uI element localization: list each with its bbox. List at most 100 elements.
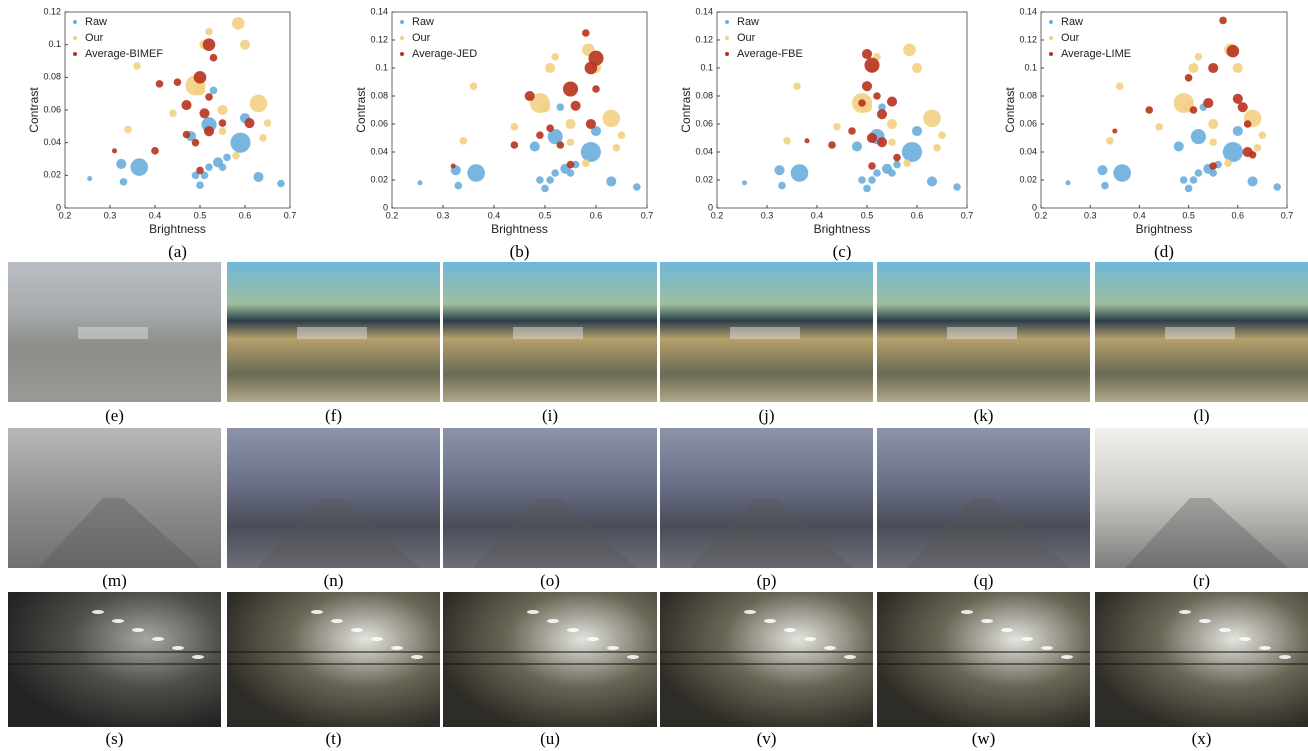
y-tick-label: 0.02 (1019, 174, 1037, 184)
y-tick-label: 0.04 (695, 146, 713, 156)
panel-caption: (c) (833, 242, 852, 261)
street-light (411, 655, 423, 659)
y-axis-label: Contrast (679, 87, 693, 133)
bubble (791, 164, 809, 182)
x-tick-label: 0.3 (104, 210, 117, 220)
y-tick-label: 0.04 (1019, 146, 1037, 156)
bubble (151, 147, 159, 155)
bubble (1066, 180, 1071, 185)
bubble (203, 38, 216, 51)
y-tick-label: 0.06 (695, 118, 713, 128)
bubble (863, 185, 871, 193)
bubble (742, 180, 747, 185)
x-tick-label: 0.4 (488, 210, 501, 220)
bubble (1273, 183, 1281, 191)
bubble (858, 176, 866, 184)
x-tick-label: 0.5 (194, 210, 207, 220)
buildings (730, 327, 800, 339)
y-tick-label: 0 (56, 202, 61, 212)
bubble (1191, 129, 1206, 144)
bubble (277, 180, 285, 188)
bubble (567, 138, 575, 146)
bubble (1195, 53, 1203, 61)
bubble (551, 53, 559, 61)
bubble (893, 154, 901, 162)
photo-caption: (f) (325, 406, 342, 425)
bubble (923, 110, 941, 128)
bubble (567, 169, 575, 177)
street-light (1279, 655, 1291, 659)
x-tick-label: 0.6 (1232, 210, 1245, 220)
bubble (195, 85, 205, 95)
bubble (1097, 165, 1107, 175)
bubble (783, 137, 791, 145)
bubble (1101, 182, 1109, 190)
bubble (124, 126, 132, 134)
bubble (1219, 17, 1227, 25)
x-tick-label: 0.5 (1182, 210, 1195, 220)
bubble (87, 176, 92, 181)
y-tick-label: 0.12 (695, 34, 713, 44)
bubble (862, 81, 872, 91)
y-tick-label: 0 (1032, 202, 1037, 212)
street-light (804, 637, 816, 641)
bubble (1113, 164, 1131, 182)
x-tick-label: 0.3 (437, 210, 450, 220)
legend-marker (400, 20, 404, 24)
street-light (92, 610, 104, 614)
bubble (1233, 94, 1243, 104)
bubble (933, 144, 941, 152)
bubble (1254, 144, 1262, 152)
bubble (927, 176, 937, 186)
street-light (547, 619, 559, 623)
y-axis-label: Contrast (1003, 87, 1017, 133)
x-tick-label: 0.6 (239, 210, 252, 220)
bubble (120, 178, 128, 186)
y-tick-label: 0.08 (1019, 90, 1037, 100)
street-light (1219, 628, 1231, 632)
bubble (633, 183, 641, 191)
x-tick-label: 0.6 (911, 210, 924, 220)
bubble (833, 123, 841, 131)
buildings (947, 327, 1017, 339)
bubble (169, 109, 177, 117)
legend-marker (725, 20, 729, 24)
photo (8, 592, 221, 727)
x-tick-label: 0.7 (641, 210, 654, 220)
bubble (130, 158, 148, 176)
bubble (546, 176, 554, 184)
legend-marker (400, 36, 404, 40)
y-tick-label: 0.02 (695, 174, 713, 184)
bubble (133, 62, 141, 70)
street-light (587, 637, 599, 641)
bubble (571, 101, 581, 111)
photo (660, 592, 873, 727)
y-tick-label: 0 (383, 202, 388, 212)
photo (227, 592, 440, 727)
panel-caption: (b) (510, 242, 530, 261)
street-light (132, 628, 144, 632)
y-tick-label: 0.02 (370, 174, 388, 184)
y-tick-label: 0.08 (695, 90, 713, 100)
bubble (455, 182, 463, 190)
street-light (1041, 646, 1053, 650)
photo-caption: (t) (325, 729, 341, 748)
legend-label: Average-LIME (1061, 48, 1131, 60)
x-axis-label: Brightness (814, 222, 871, 236)
bubble (867, 133, 877, 143)
bubble (912, 63, 922, 73)
photo-caption: (i) (542, 406, 558, 425)
bubble (864, 58, 879, 73)
y-tick-label: 0.06 (370, 118, 388, 128)
buildings (513, 327, 583, 339)
y-axis-label: Contrast (27, 87, 41, 133)
bubble (581, 142, 601, 162)
bubble (877, 137, 887, 147)
street-light (981, 619, 993, 623)
bubble (250, 95, 268, 113)
bubble (205, 28, 213, 36)
bubble (888, 169, 896, 177)
x-axis-label: Brightness (149, 222, 206, 236)
y-axis-label: Contrast (354, 87, 368, 133)
bubble (893, 161, 901, 169)
